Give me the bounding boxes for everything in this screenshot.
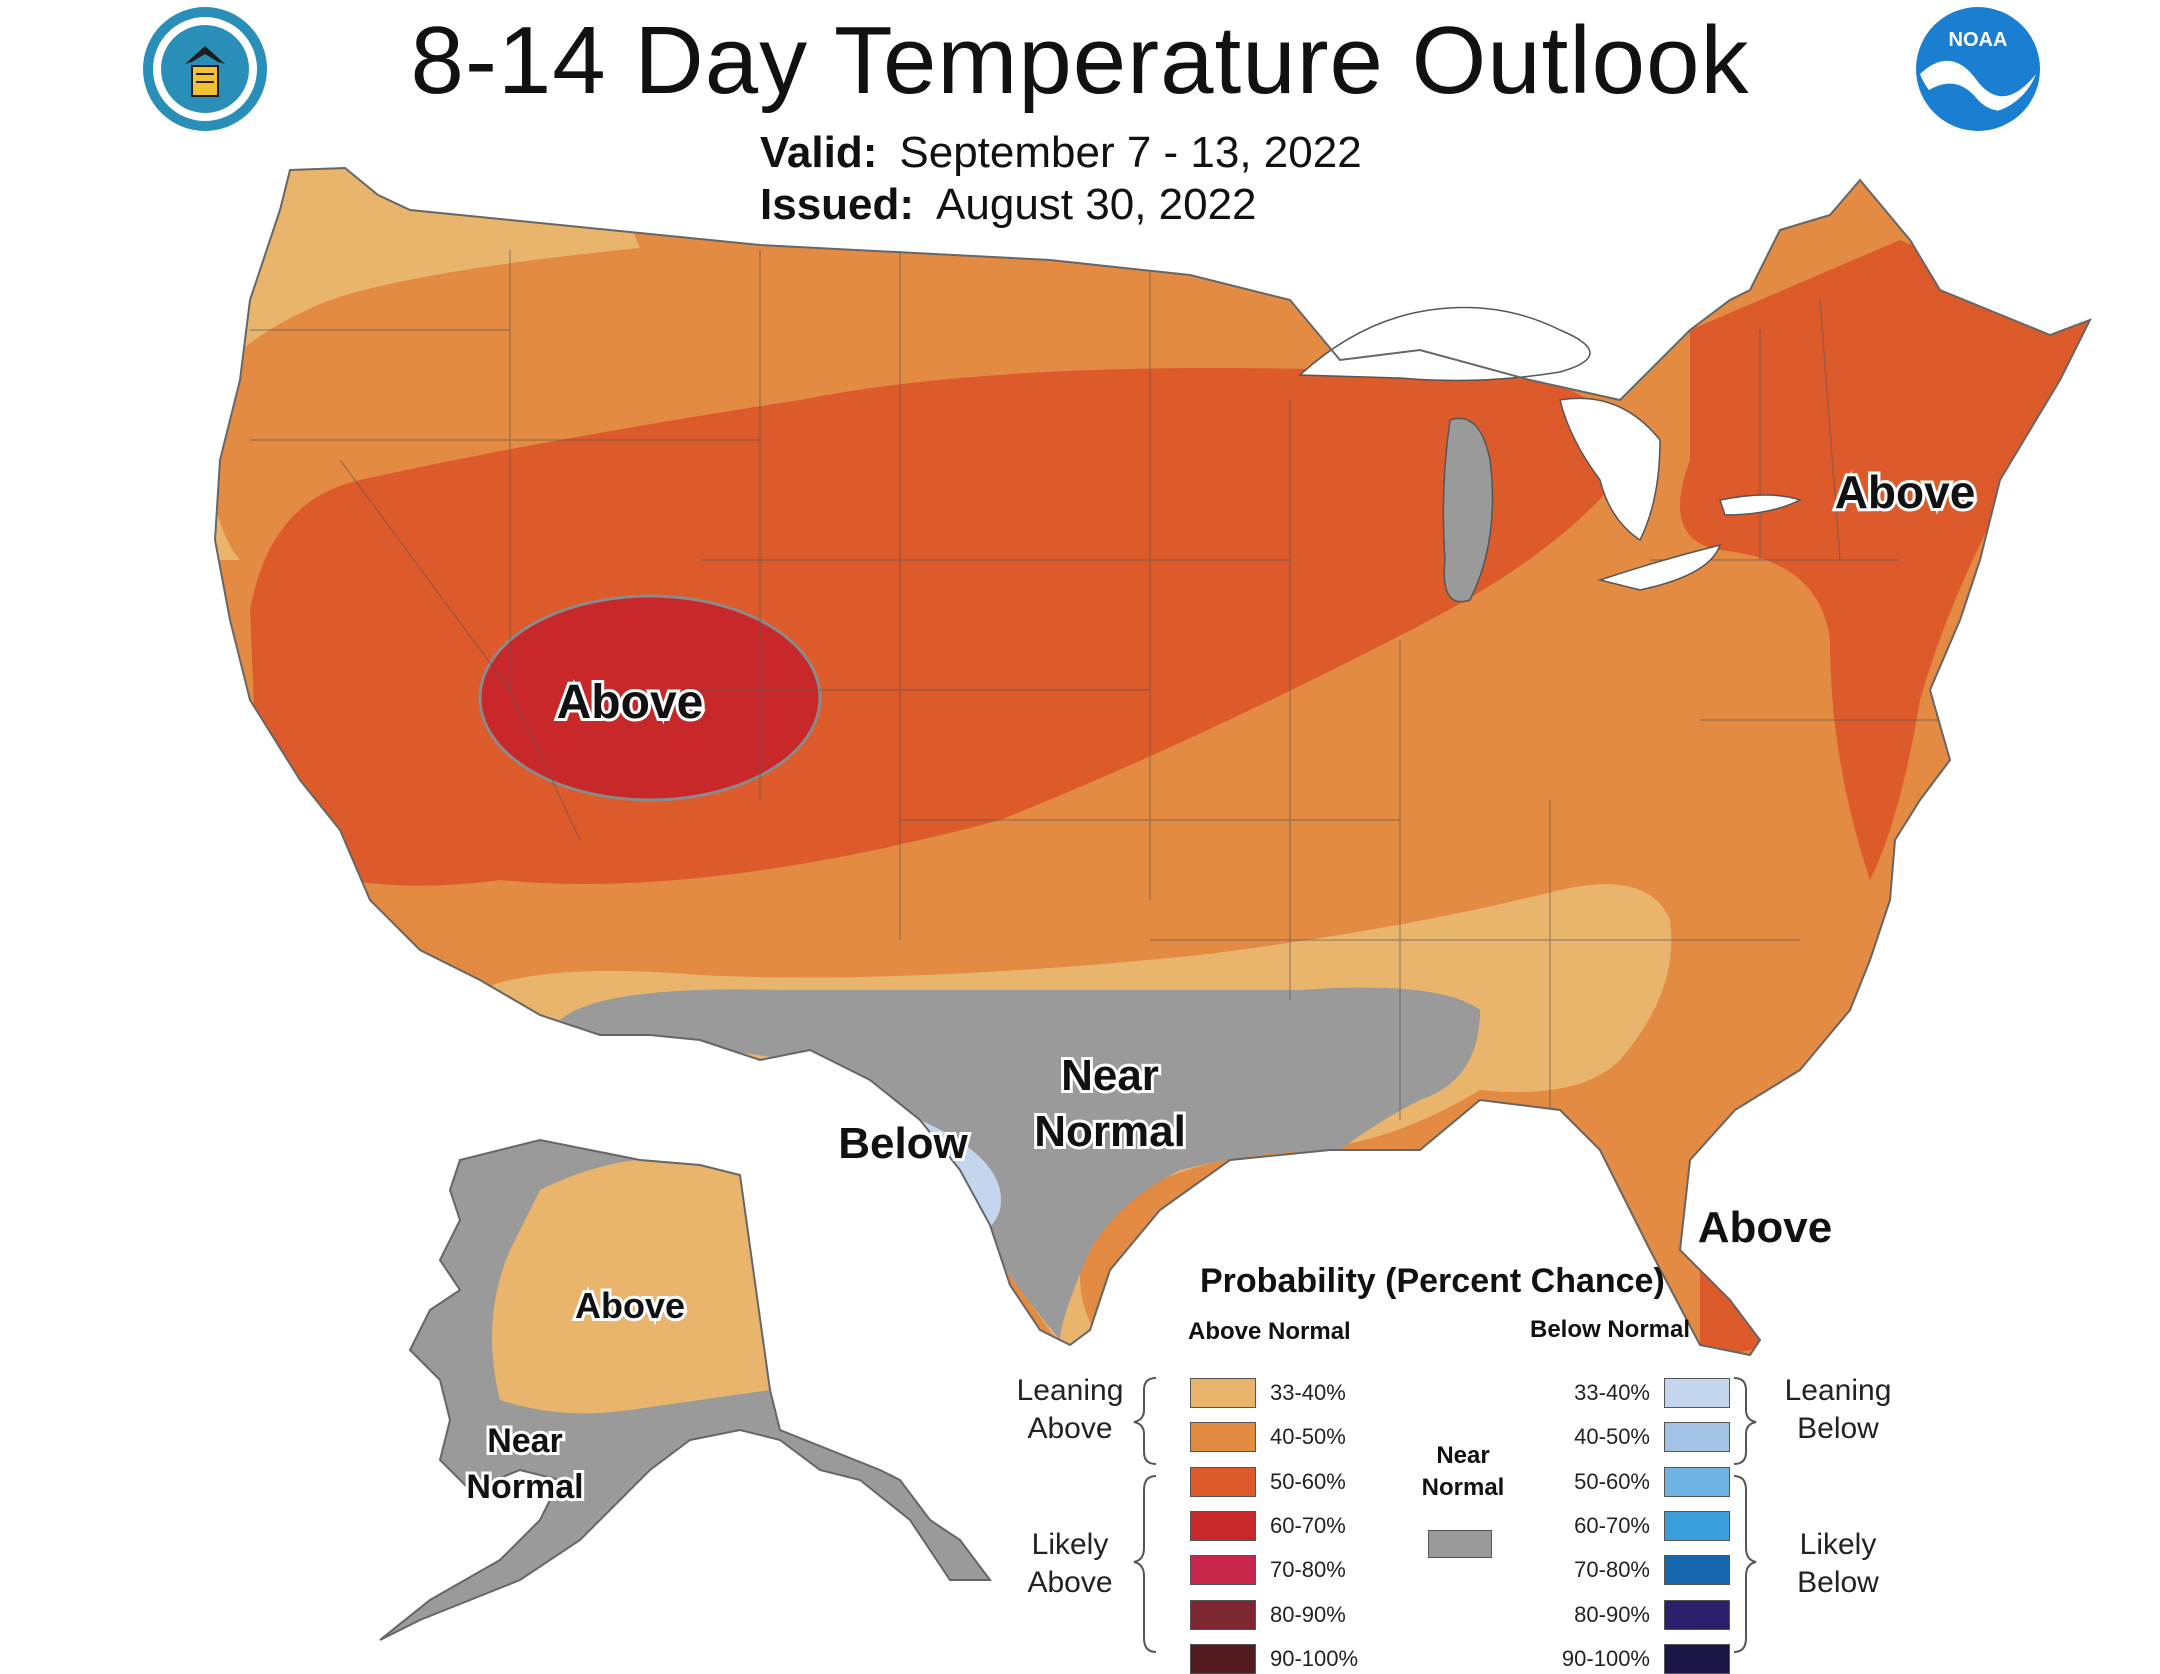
legend-above-label: 33-40% (1270, 1380, 1346, 1405)
legend-above-label: 90-100% (1270, 1645, 1359, 1671)
valid-row: Valid: September 7 - 13, 2022 (760, 128, 1362, 178)
alaska-above-33-40 (492, 1158, 770, 1414)
legend-near-normal-swatch (1428, 1530, 1492, 1558)
legend-below-swatch (1664, 1510, 1730, 1541)
label-alaska-above: Above (575, 1285, 685, 1326)
legend-above-swatch (1190, 1378, 1256, 1408)
legend-leaning-above-label: Leaning Above (1000, 1372, 1140, 1448)
leaning-above-line2: Above (1027, 1412, 1113, 1445)
label-florida-above: Above (1698, 1203, 1832, 1252)
legend-leaning-below-label: Leaning Below (1768, 1372, 1908, 1448)
noaa-logo-icon: NOAA (1916, 7, 2040, 131)
legend-brace-left (1133, 1377, 1157, 1653)
conus-shading (215, 168, 2090, 1355)
legend-above-label: 40-50% (1270, 1424, 1346, 1450)
region-florida-50-60 (1700, 1164, 1820, 1355)
legend-title: Probability (Percent Chance) (1200, 1262, 1665, 1300)
conus-outline (213, 166, 2093, 1357)
legend-below-label: 40-50% (1574, 1424, 1650, 1450)
issued-label: Issued: (760, 180, 915, 229)
legend-above-label: 50-60% (1270, 1468, 1346, 1494)
legend-brace-right (1733, 1377, 1757, 1653)
legend-near-normal-header: Near Normal (1408, 1440, 1518, 1504)
issued-row: Issued: August 30, 2022 (760, 180, 1257, 230)
alaska-shading (380, 1140, 990, 1640)
legend-below-swatch (1664, 1422, 1730, 1453)
lake-huron (1559, 397, 1661, 542)
legend-likely-below-label: Likely Below (1768, 1526, 1908, 1602)
noaa-logo-text: NOAA (1949, 29, 2008, 51)
near-header-line2: Normal (1421, 1474, 1505, 1501)
page-title: 8-14 Day Temperature Outlook (410, 7, 1750, 114)
state-boundaries (250, 250, 1960, 1120)
leaning-below-line1: Leaning (1784, 1374, 1892, 1407)
legend-below-label: 60-70% (1574, 1512, 1650, 1538)
legend-above-swatch (1190, 1643, 1256, 1674)
legend-below-label: 50-60% (1574, 1468, 1650, 1494)
doc-seal-icon (143, 7, 267, 131)
legend-likely-above-label: Likely Above (1000, 1526, 1140, 1602)
lake-ontario (1719, 494, 1802, 516)
legend-above-swatch (1190, 1599, 1256, 1630)
legend-below-header: Below Normal (1530, 1316, 1691, 1343)
valid-label: Valid: (760, 128, 878, 177)
legend-above-swatch (1190, 1510, 1256, 1541)
great-lakes (1298, 306, 1802, 603)
legend-below-label: 90-100% (1561, 1645, 1650, 1671)
label-near-normal-line2: Normal (1034, 1107, 1186, 1156)
legend-below-label: 70-80% (1574, 1557, 1650, 1583)
legend-below-label: 33-40% (1574, 1380, 1650, 1405)
legend-above-label: 60-70% (1270, 1512, 1346, 1538)
legend-above-swatch (1190, 1466, 1256, 1497)
legend-below-swatch (1664, 1599, 1730, 1630)
legend-below-swatch (1664, 1466, 1730, 1497)
lake-michigan (1442, 417, 1494, 603)
likely-below-line2: Below (1797, 1566, 1879, 1599)
region-great-basin-60-70 (478, 594, 822, 802)
region-near-normal (560, 987, 1480, 1340)
label-texas-below: Below (838, 1119, 968, 1168)
label-near-normal-line1: Near (1061, 1051, 1159, 1100)
legend-above-header: Above Normal (1188, 1318, 1351, 1345)
lake-erie (1597, 543, 1722, 591)
legend-below-swatch (1664, 1555, 1730, 1586)
likely-below-line1: Likely (1799, 1528, 1877, 1561)
legend-above-label: 70-80% (1270, 1557, 1346, 1583)
label-alaska-near-line1: Near (487, 1422, 563, 1460)
legend-below-swatch (1664, 1378, 1730, 1408)
likely-above-line1: Likely (1031, 1528, 1109, 1561)
legend-above-swatch (1190, 1422, 1256, 1453)
legend-above-label: 80-90% (1270, 1601, 1346, 1627)
leaning-below-line2: Below (1797, 1412, 1879, 1445)
legend-below-swatch (1664, 1643, 1730, 1674)
leaning-above-line1: Leaning (1016, 1374, 1124, 1407)
valid-value: September 7 - 13, 2022 (899, 128, 1362, 177)
alaska-outline (379, 1138, 992, 1641)
legend-above-swatch (1190, 1555, 1256, 1586)
likely-above-line2: Above (1027, 1566, 1113, 1599)
label-alaska-near-line2: Normal (466, 1468, 583, 1506)
near-header-line1: Near (1436, 1442, 1490, 1469)
issued-value: August 30, 2022 (936, 180, 1257, 229)
label-great-basin-above: Above (557, 676, 704, 729)
legend-below-label: 80-90% (1574, 1601, 1650, 1627)
label-northeast-above: Above (1835, 466, 1976, 518)
lake-superior (1298, 306, 1591, 382)
